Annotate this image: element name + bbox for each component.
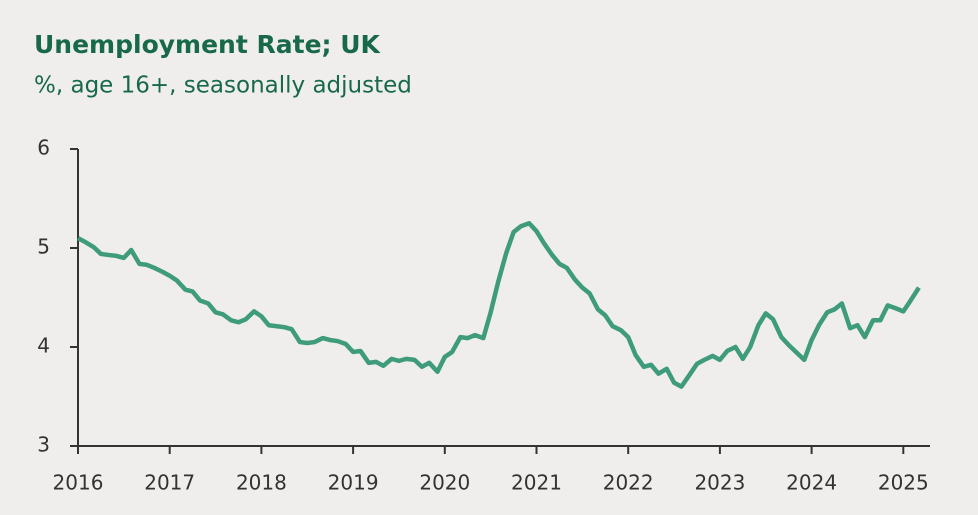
y-tick-label: 5 <box>37 235 50 259</box>
x-tick-label: 2023 <box>694 471 745 495</box>
x-tick-label: 2022 <box>603 471 654 495</box>
x-tick-label: 2018 <box>236 471 287 495</box>
x-tick-label: 2025 <box>878 471 929 495</box>
x-tick-label: 2020 <box>419 471 470 495</box>
y-tick-label: 6 <box>37 136 50 160</box>
y-tick-label: 4 <box>37 334 50 358</box>
chart-subtitle: %, age 16+, seasonally adjusted <box>34 73 412 99</box>
chart-title: Unemployment Rate; UK <box>34 30 382 59</box>
x-tick-label: 2024 <box>786 471 837 495</box>
x-tick-label: 2016 <box>53 471 104 495</box>
x-tick-label: 2019 <box>328 471 379 495</box>
y-tick-label: 3 <box>37 433 50 457</box>
x-tick-label: 2021 <box>511 471 562 495</box>
data-line <box>76 221 921 389</box>
x-tick-label: 2017 <box>144 471 195 495</box>
